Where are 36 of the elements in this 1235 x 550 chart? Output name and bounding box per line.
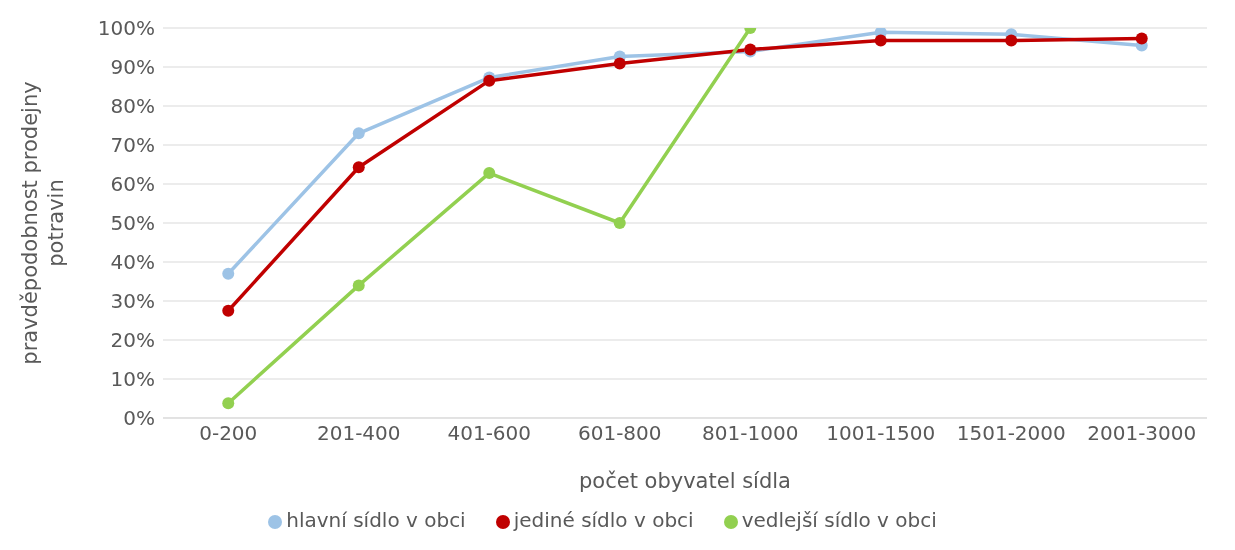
point [222,397,235,410]
y-tick-label: 0% [123,406,155,431]
x-tick-label: 801-1000 [702,421,799,446]
point [613,217,626,229]
y-tick-label: 70% [110,133,155,158]
x-tick-label: 1001-1500 [826,421,936,446]
legend-label: jediné sídlo v obci [513,508,694,532]
point [352,161,365,174]
y-tick-label: 80% [110,94,155,119]
point [1135,32,1148,45]
point [483,167,496,180]
point [352,127,365,140]
x-tick-label: 2001-3000 [1087,421,1197,446]
y-tick-label: 10% [110,367,155,392]
point [222,304,235,317]
x-tick-label: 1501-2000 [956,421,1066,446]
y-tick-label: 30% [110,289,155,314]
x-tick-label: 201-400 [316,421,401,446]
point [222,267,235,280]
x-axis-title: počet obyvatel sídla [579,469,791,493]
point [613,57,626,70]
y-tick-label: 20% [110,328,155,353]
y-tick-label: 50% [110,211,155,236]
legend-label: vedlejší sídlo v obci [741,508,937,532]
point [874,34,887,47]
x-tick-label: 0-200 [199,421,258,446]
y-tick-label: 40% [110,250,155,275]
x-tick-label: 601-800 [577,421,662,446]
y-axis-title: pravděpodobnost prodejny potravin [18,81,68,365]
point [1005,34,1018,47]
y-tick-label: 90% [110,55,155,80]
y-tick-label: 100% [97,16,155,41]
point [352,279,365,292]
x-tick-label: 401-600 [447,421,532,446]
y-tick-label: 60% [110,172,155,197]
legend-label: hlavní sídlo v obci [286,508,466,532]
